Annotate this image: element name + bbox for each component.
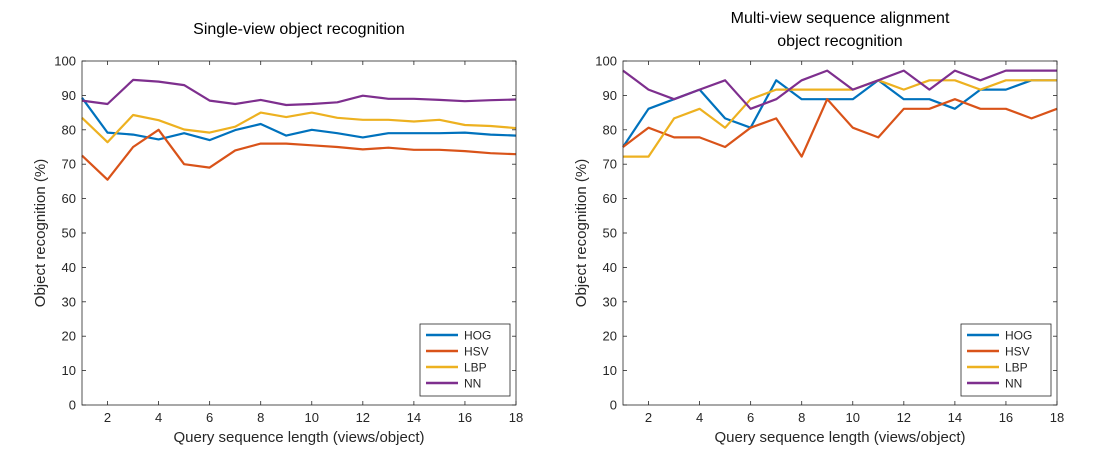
x-tick-label: 4: [155, 410, 162, 425]
y-tick-label: 100: [54, 54, 76, 69]
y-tick-label: 40: [603, 260, 617, 275]
x-tick-label: 10: [305, 410, 319, 425]
series-line-lbp: [81, 111, 517, 144]
legend: HOG HSV LBP NN: [419, 323, 511, 397]
legend-label-lbp: LBP: [464, 361, 487, 375]
y-tick-label: 30: [62, 294, 76, 309]
y-tick-label: 60: [62, 191, 76, 206]
series-line-hog: [81, 97, 517, 142]
series-line-nn: [81, 78, 517, 107]
x-tick-label: 18: [509, 410, 523, 425]
y-tick-label: 90: [603, 88, 617, 103]
chart-panel-2: Multi-view sequence alignment object reco…: [573, 10, 1064, 446]
y-tick-label: 10: [62, 363, 76, 378]
y-tick-label: 0: [610, 398, 617, 413]
x-tick-label: 16: [458, 410, 472, 425]
y-tick-label: 90: [62, 88, 76, 103]
y-tick-label: 50: [603, 226, 617, 241]
legend-label-hog: HOG: [464, 329, 491, 343]
series-line-hsv: [622, 98, 1058, 158]
series-line-hsv: [81, 128, 517, 181]
x-tick-label: 4: [696, 410, 703, 425]
y-tick-label: 40: [62, 260, 76, 275]
series-line-nn: [622, 69, 1057, 110]
x-tick-label: 18: [1050, 410, 1064, 425]
chart-title: object recognition: [777, 33, 902, 50]
chart-title: Single-view object recognition: [193, 21, 405, 38]
chart-title: Multi-view sequence alignment: [731, 10, 950, 27]
y-axis-label: Object recognition (%): [573, 159, 590, 307]
legend-label-nn: NN: [1005, 377, 1022, 391]
x-axis-label: Query sequence length (views/object): [715, 429, 966, 446]
legend-label-hsv: HSV: [1005, 345, 1030, 359]
chart-panel-1: Single-view object recognition 0 10 20 30 40 5…: [32, 21, 523, 446]
x-axis-label: Query sequence length (views/object): [174, 429, 425, 446]
y-tick-label: 80: [603, 122, 617, 137]
legend-label-hsv: HSV: [464, 345, 489, 359]
x-tick-label: 2: [104, 410, 111, 425]
y-tick-label: 70: [62, 157, 76, 172]
y-tick-label: 100: [595, 54, 617, 69]
x-tick-label: 8: [798, 410, 805, 425]
y-tick-label: 0: [69, 398, 76, 413]
legend: HOG HSV LBP NN: [960, 323, 1052, 397]
x-tick-label: 8: [257, 410, 264, 425]
legend-label-lbp: LBP: [1005, 361, 1028, 375]
x-tick-label: 14: [407, 410, 421, 425]
x-tick-label: 12: [897, 410, 911, 425]
x-tick-label: 6: [747, 410, 754, 425]
x-tick-label: 6: [206, 410, 213, 425]
x-tick-label: 16: [999, 410, 1013, 425]
y-tick-label: 10: [603, 363, 617, 378]
y-tick-label: 20: [62, 329, 76, 344]
x-tick-label: 12: [356, 410, 370, 425]
y-axis-label: Object recognition (%): [32, 159, 49, 307]
series-line-lbp: [623, 79, 1057, 158]
legend-label-hog: HOG: [1005, 329, 1032, 343]
x-tick-label: 2: [645, 410, 652, 425]
y-tick-label: 80: [62, 122, 76, 137]
legend-label-nn: NN: [464, 377, 481, 391]
y-tick-label: 60: [603, 191, 617, 206]
y-tick-label: 30: [603, 294, 617, 309]
series-lines: [81, 78, 517, 181]
series-lines: [622, 69, 1058, 158]
y-tick-label: 70: [603, 157, 617, 172]
x-tick-label: 10: [846, 410, 860, 425]
x-tick-label: 14: [948, 410, 962, 425]
y-tick-label: 50: [62, 226, 76, 241]
y-tick-label: 20: [603, 329, 617, 344]
